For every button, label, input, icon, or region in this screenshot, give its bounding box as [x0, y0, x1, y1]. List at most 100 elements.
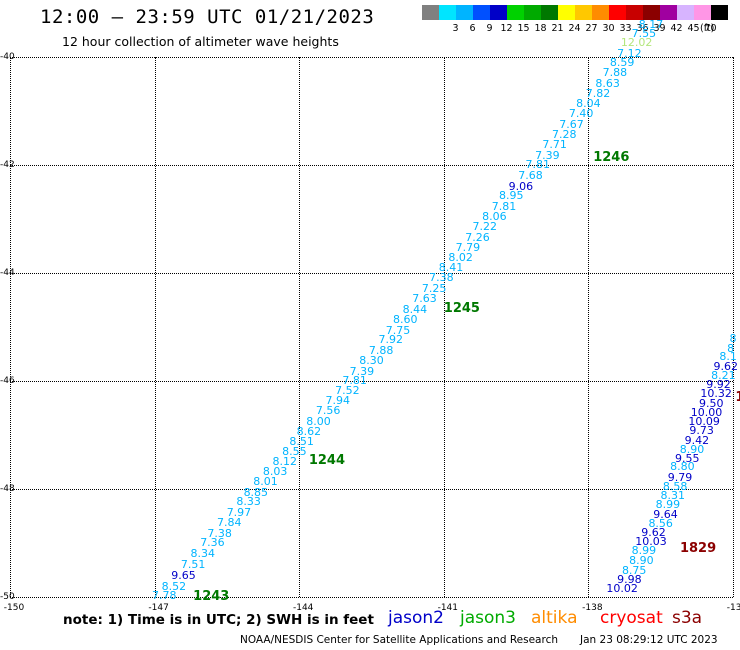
wave-height-value: 9.65 [171, 568, 196, 582]
scale-label: 24 [568, 23, 581, 34]
wave-height-value: 12.02 [620, 36, 653, 50]
lat-gridline [10, 381, 733, 382]
pass-number-label: 1829 [679, 541, 717, 557]
wave-height-value: 8.58 [662, 479, 688, 493]
wave-height-value: 9.62 [641, 525, 666, 539]
lon-gridline [733, 57, 734, 597]
wave-height-value: 8.75 [621, 564, 647, 577]
pass-number-label: 1246 [593, 149, 630, 165]
wave-height-value: 7.36 [200, 536, 225, 550]
wave-height-value: 8.01 [253, 475, 278, 489]
wave-height-value: 7.39 [349, 364, 375, 378]
wave-height-value: 7.88 [602, 66, 628, 80]
wave-height-value: 7.78 [151, 589, 177, 603]
wave-height-value: 8.85 [243, 485, 269, 499]
scale-label: 33 [619, 23, 632, 34]
wave-height-value: 7.68 [518, 169, 543, 183]
lat-gridline [10, 489, 733, 490]
wave-height-value: 8.60 [392, 312, 418, 326]
wave-height-value: 7.81 [342, 374, 367, 388]
scale-swatch [422, 5, 439, 20]
lon-label: -138 [582, 603, 603, 613]
satellite-legend-s3a: s3a [672, 608, 703, 628]
wave-height-value: 8.21 [711, 369, 736, 383]
wave-height-value: 8.56 [648, 517, 673, 531]
wave-height-value: 8.03 [262, 465, 288, 479]
wave-height-value: 10.09 [688, 414, 720, 428]
wave-height-value: 8.80 [670, 460, 695, 474]
wave-height-value: 9.73 [689, 423, 714, 437]
wave-height-value: 7.81 [491, 200, 517, 214]
scale-label: 36 [636, 23, 649, 34]
scale-swatch [541, 5, 558, 20]
wave-height-value: 8.41 [438, 261, 464, 275]
wave-height-value: 9.55 [674, 452, 700, 466]
lon-label: -147 [148, 603, 169, 613]
wave-height-value: 7.63 [412, 291, 437, 305]
scale-label: 45 [687, 23, 700, 34]
satellite-legend-jason2: jason2 [388, 608, 444, 628]
lon-gridline [588, 57, 590, 597]
scale-swatch [592, 5, 609, 20]
scale-swatch [524, 5, 541, 20]
wave-height-value: 7.84 [217, 515, 242, 529]
scale-swatch [558, 5, 575, 20]
wave-height-value: 7.75 [385, 323, 411, 337]
wave-height-value: 8.99 [631, 544, 657, 558]
wave-height-value: 9.06 [508, 179, 534, 193]
wave-height-value: 8.44 [402, 302, 428, 316]
scale-label: 70 [704, 23, 717, 34]
lon-label: -150 [3, 603, 25, 613]
scale-swatch [507, 5, 524, 20]
lat-gridline [10, 597, 733, 598]
scale-swatch [473, 5, 490, 20]
wave-height-value: 8.90 [629, 554, 654, 568]
wave-height-value: 9.64 [653, 508, 678, 522]
wave-height-value: 10.03 [635, 534, 667, 548]
lon-gridline [299, 57, 301, 597]
footer-credit: NOAA/NESDIS Center for Satellite Applica… [240, 634, 558, 646]
scale-label: 12 [500, 23, 513, 34]
lat-gridline [10, 273, 733, 274]
scale-swatch [626, 5, 643, 20]
wave-height-value: 8.99 [655, 498, 681, 512]
lat-label: -40 [0, 52, 15, 62]
scale-swatch [609, 5, 626, 20]
wave-height-value: 9.42 [684, 433, 710, 447]
timestamp: Jan 23 08:29:12 UTC 2023 [580, 634, 718, 646]
pass-number-label: 1243 [193, 589, 230, 605]
wave-height-value: 8.51 [289, 435, 314, 449]
scale-label: 42 [670, 23, 683, 34]
satellite-legend-cryosat: cryosat [600, 608, 663, 628]
wave-height-value: 7.56 [315, 404, 341, 418]
wave-height-value: 8.12 [272, 454, 297, 468]
wave-height-value: 7.92 [378, 333, 404, 347]
wave-height-value: 8.31 [660, 488, 686, 502]
wave-height-value: 8.90 [679, 442, 705, 456]
satellite-legend-jason3: jason3 [460, 608, 516, 628]
scale-label: 15 [517, 23, 530, 34]
wave-height-value: 7.12 [617, 46, 642, 60]
wave-height-value: 7.39 [535, 148, 560, 162]
scale-label: 18 [534, 23, 547, 34]
wave-height-value: 8.1 [719, 350, 737, 364]
lat-label: -46 [0, 376, 15, 386]
wave-height-value: 7.40 [568, 107, 594, 121]
scale-label: 30 [602, 23, 615, 34]
scale-swatch [660, 5, 677, 20]
lon-gridline [154, 57, 156, 597]
scale-label: 27 [585, 23, 598, 34]
lat-label: -50 [0, 592, 15, 602]
lat-label: -42 [0, 160, 15, 170]
wave-height-value: 8.06 [482, 209, 507, 223]
map-title: 12:00 – 23:59 UTC 01/21/2023 [40, 6, 375, 28]
lon-gridline [10, 57, 11, 597]
wave-height-value: 7.25 [421, 282, 447, 296]
pass-number-label: 1 [735, 390, 740, 406]
wave-height-value: 7.79 [455, 240, 481, 254]
wave-height-value: 10.32 [700, 387, 732, 401]
wave-height-value: 8.55 [282, 444, 307, 458]
lat-gridline [10, 57, 733, 58]
lat-label: -48 [0, 484, 15, 494]
pass-number-label: 1244 [308, 452, 346, 468]
